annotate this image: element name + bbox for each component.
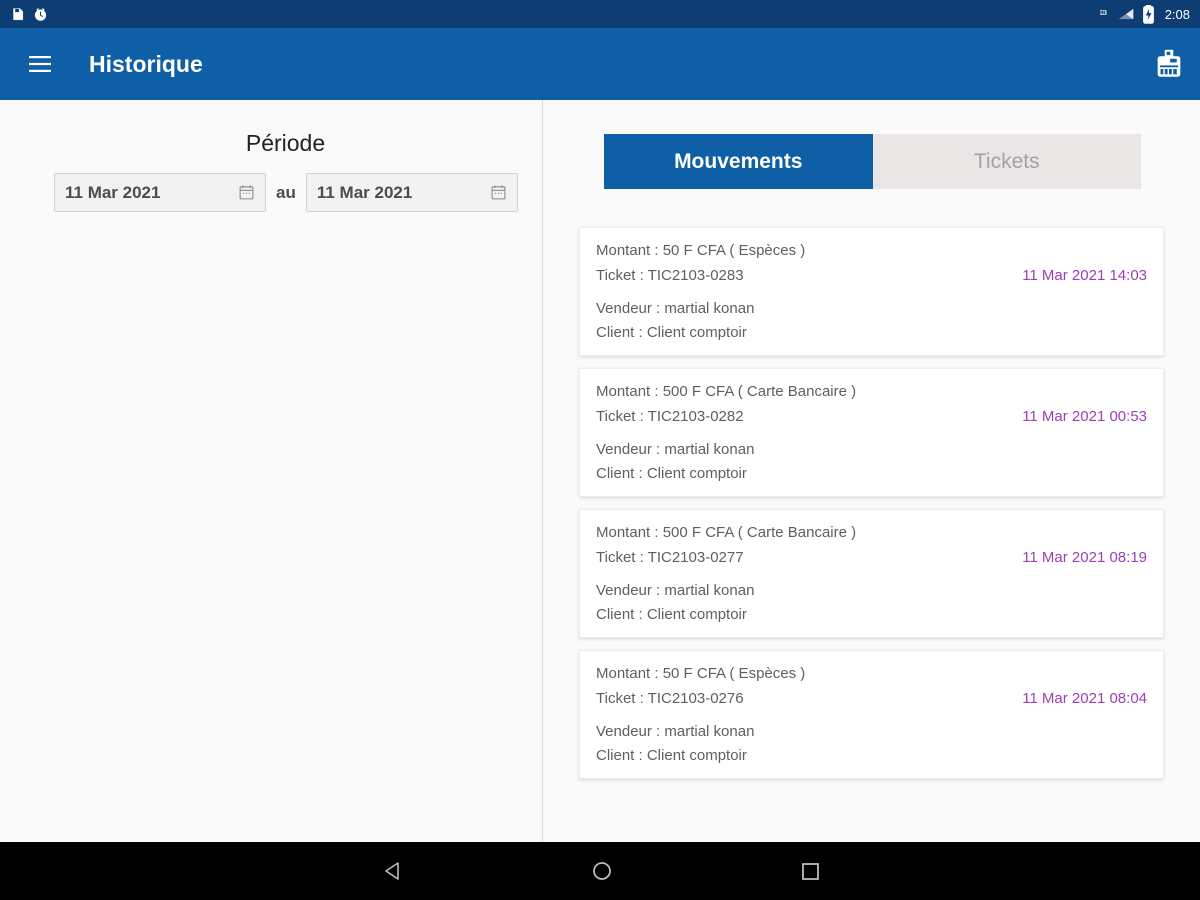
svg-text:LTE: LTE (1100, 11, 1107, 15)
